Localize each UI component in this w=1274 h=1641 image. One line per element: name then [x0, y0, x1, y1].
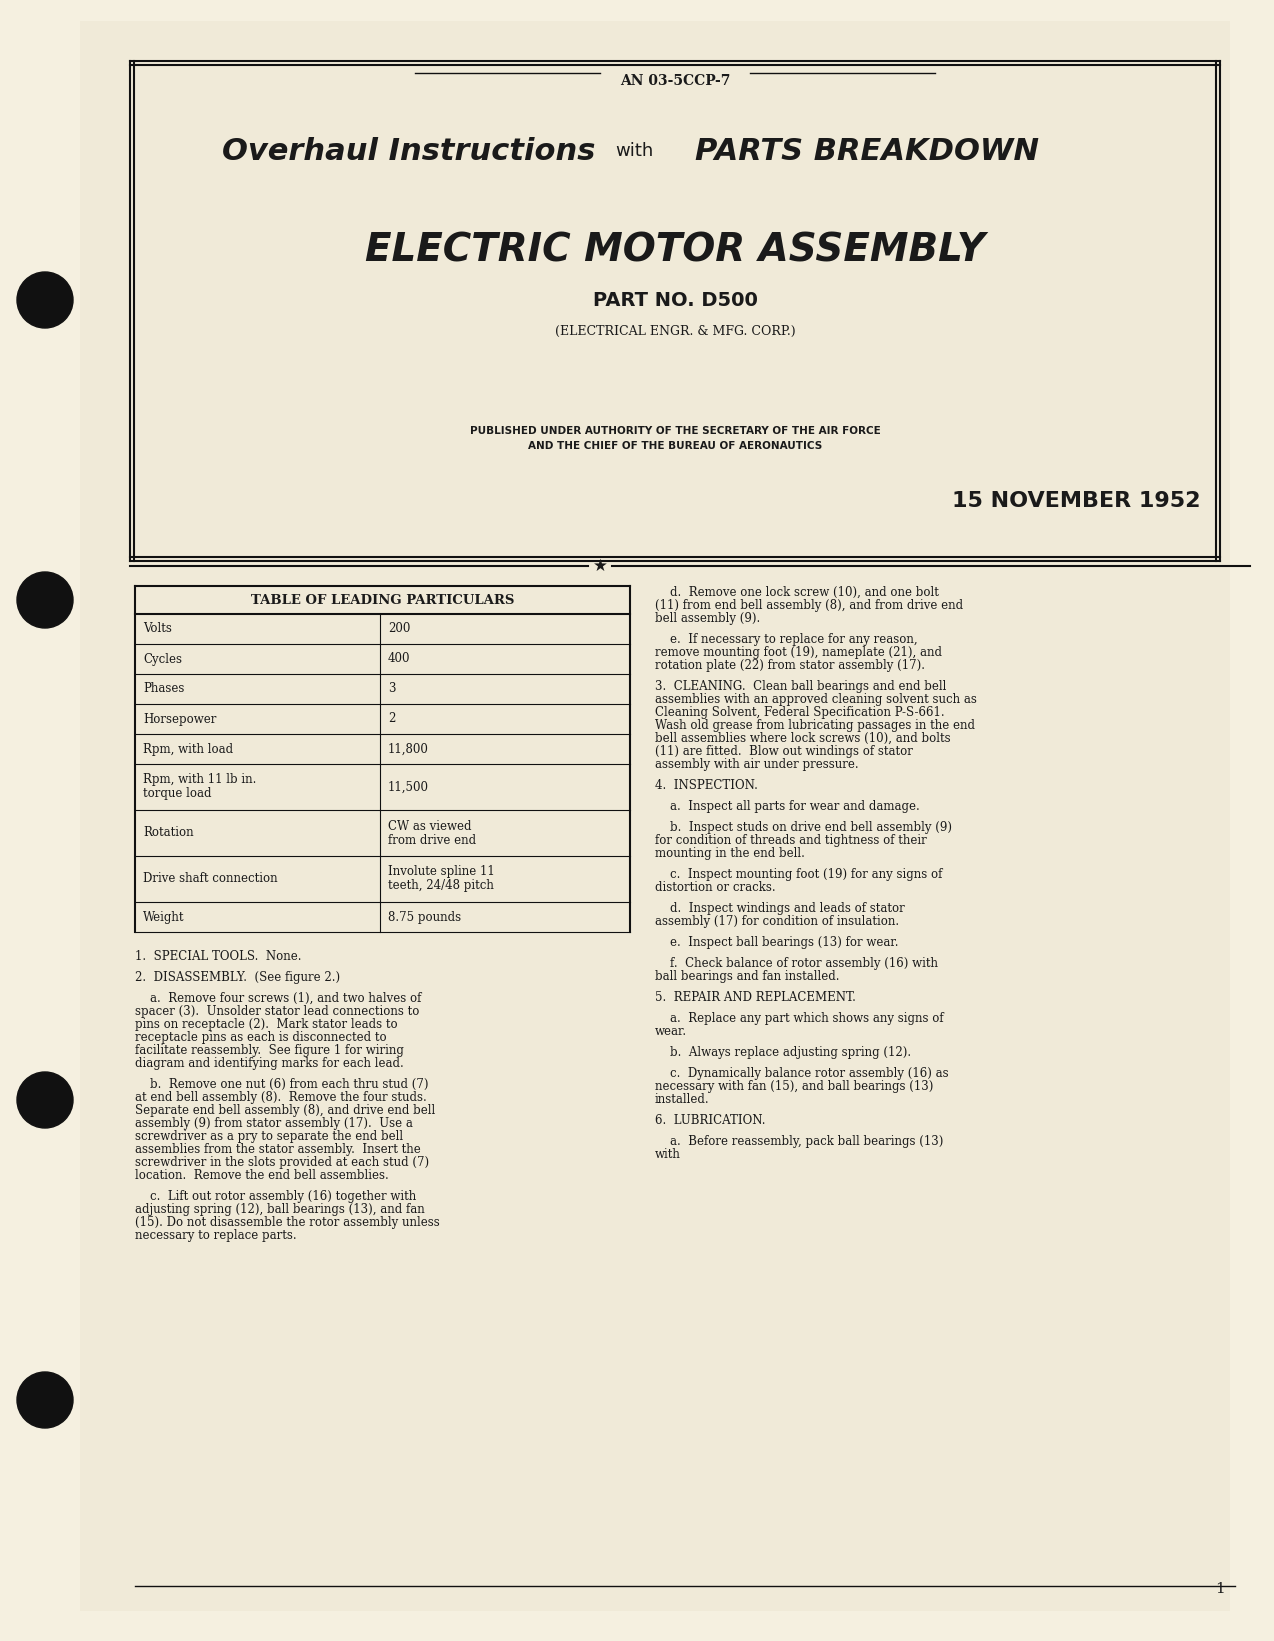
Text: for condition of threads and tightness of their: for condition of threads and tightness o… — [655, 834, 926, 847]
Text: ELECTRIC MOTOR ASSEMBLY: ELECTRIC MOTOR ASSEMBLY — [364, 231, 985, 271]
Text: assemblies from the stator assembly.  Insert the: assemblies from the stator assembly. Ins… — [135, 1144, 420, 1155]
Text: bell assemblies where lock screws (10), and bolts: bell assemblies where lock screws (10), … — [655, 732, 950, 745]
Text: PART NO. D500: PART NO. D500 — [592, 292, 758, 310]
Text: Rotation: Rotation — [143, 827, 194, 840]
Text: AND THE CHIEF OF THE BUREAU OF AERONAUTICS: AND THE CHIEF OF THE BUREAU OF AERONAUTI… — [527, 441, 822, 451]
Text: Drive shaft connection: Drive shaft connection — [143, 873, 278, 886]
Text: b.  Always replace adjusting spring (12).: b. Always replace adjusting spring (12). — [655, 1045, 911, 1058]
Text: 11,500: 11,500 — [389, 781, 429, 794]
Text: bell assembly (9).: bell assembly (9). — [655, 612, 761, 625]
Text: remove mounting foot (19), nameplate (21), and: remove mounting foot (19), nameplate (21… — [655, 647, 941, 660]
Text: location.  Remove the end bell assemblies.: location. Remove the end bell assemblies… — [135, 1168, 389, 1182]
Text: with: with — [655, 1149, 680, 1160]
Text: Horsepower: Horsepower — [143, 712, 217, 725]
Text: assembly with air under pressure.: assembly with air under pressure. — [655, 758, 859, 771]
Text: PUBLISHED UNDER AUTHORITY OF THE SECRETARY OF THE AIR FORCE: PUBLISHED UNDER AUTHORITY OF THE SECRETA… — [470, 427, 880, 437]
Text: 5.  REPAIR AND REPLACEMENT.: 5. REPAIR AND REPLACEMENT. — [655, 991, 856, 1004]
Text: 6.  LUBRICATION.: 6. LUBRICATION. — [655, 1114, 766, 1127]
Text: mounting in the end bell.: mounting in the end bell. — [655, 847, 805, 860]
Text: 3.  CLEANING.  Clean ball bearings and end bell: 3. CLEANING. Clean ball bearings and end… — [655, 679, 947, 693]
Text: PARTS BREAKDOWN: PARTS BREAKDOWN — [696, 136, 1040, 166]
Text: f.  Check balance of rotor assembly (16) with: f. Check balance of rotor assembly (16) … — [655, 957, 938, 970]
Text: b.  Remove one nut (6) from each thru stud (7): b. Remove one nut (6) from each thru stu… — [135, 1078, 428, 1091]
Text: CW as viewed: CW as viewed — [389, 819, 471, 832]
Text: diagram and identifying marks for each lead.: diagram and identifying marks for each l… — [135, 1057, 404, 1070]
Text: Cleaning Solvent, Federal Specification P-S-661.: Cleaning Solvent, Federal Specification … — [655, 706, 944, 719]
Text: Involute spline 11: Involute spline 11 — [389, 865, 494, 878]
Text: teeth, 24/48 pitch: teeth, 24/48 pitch — [389, 880, 494, 893]
Text: wear.: wear. — [655, 1026, 687, 1039]
Text: 3: 3 — [389, 683, 395, 696]
Text: with: with — [615, 143, 654, 161]
Text: c.  Lift out rotor assembly (16) together with: c. Lift out rotor assembly (16) together… — [135, 1190, 417, 1203]
Text: rotation plate (22) from stator assembly (17).: rotation plate (22) from stator assembly… — [655, 660, 925, 673]
Text: receptacle pins as each is disconnected to: receptacle pins as each is disconnected … — [135, 1031, 386, 1044]
Text: 2.  DISASSEMBLY.  (See figure 2.): 2. DISASSEMBLY. (See figure 2.) — [135, 971, 340, 985]
Text: assembly (17) for condition of insulation.: assembly (17) for condition of insulatio… — [655, 916, 899, 929]
Text: (ELECTRICAL ENGR. & MFG. CORP.): (ELECTRICAL ENGR. & MFG. CORP.) — [554, 325, 795, 338]
Text: Rpm, with load: Rpm, with load — [143, 742, 233, 755]
Text: Phases: Phases — [143, 683, 185, 696]
Circle shape — [17, 1072, 73, 1127]
Text: assembly (9) from stator assembly (17).  Use a: assembly (9) from stator assembly (17). … — [135, 1118, 413, 1131]
Text: 1.  SPECIAL TOOLS.  None.: 1. SPECIAL TOOLS. None. — [135, 950, 302, 963]
Text: 15 NOVEMBER 1952: 15 NOVEMBER 1952 — [952, 491, 1200, 510]
Text: a.  Before reassembly, pack ball bearings (13): a. Before reassembly, pack ball bearings… — [655, 1136, 943, 1149]
Text: pins on receptacle (2).  Mark stator leads to: pins on receptacle (2). Mark stator lead… — [135, 1017, 397, 1031]
Circle shape — [17, 573, 73, 629]
Text: torque load: torque load — [143, 788, 211, 801]
Text: e.  Inspect ball bearings (13) for wear.: e. Inspect ball bearings (13) for wear. — [655, 935, 898, 948]
Text: 8.75 pounds: 8.75 pounds — [389, 911, 461, 924]
Text: b.  Inspect studs on drive end bell assembly (9): b. Inspect studs on drive end bell assem… — [655, 820, 952, 834]
Text: 2: 2 — [389, 712, 395, 725]
Text: (11) are fitted.  Blow out windings of stator: (11) are fitted. Blow out windings of st… — [655, 745, 913, 758]
Text: necessary to replace parts.: necessary to replace parts. — [135, 1229, 297, 1242]
Text: d.  Inspect windings and leads of stator: d. Inspect windings and leads of stator — [655, 903, 905, 916]
Text: at end bell assembly (8).  Remove the four studs.: at end bell assembly (8). Remove the fou… — [135, 1091, 427, 1104]
Text: e.  If necessary to replace for any reason,: e. If necessary to replace for any reaso… — [655, 633, 917, 647]
Text: AN 03-5CCP-7: AN 03-5CCP-7 — [620, 74, 730, 89]
Text: a.  Replace any part which shows any signs of: a. Replace any part which shows any sign… — [655, 1012, 944, 1026]
Text: necessary with fan (15), and ball bearings (13): necessary with fan (15), and ball bearin… — [655, 1080, 934, 1093]
Text: ★: ★ — [592, 556, 608, 574]
Text: c.  Inspect mounting foot (19) for any signs of: c. Inspect mounting foot (19) for any si… — [655, 868, 943, 881]
Text: 4.  INSPECTION.: 4. INSPECTION. — [655, 779, 758, 793]
Circle shape — [17, 272, 73, 328]
Text: Rpm, with 11 lb in.: Rpm, with 11 lb in. — [143, 773, 256, 786]
Text: spacer (3).  Unsolder stator lead connections to: spacer (3). Unsolder stator lead connect… — [135, 1004, 419, 1017]
Text: distortion or cracks.: distortion or cracks. — [655, 881, 776, 894]
Text: screwdriver as a pry to separate the end bell: screwdriver as a pry to separate the end… — [135, 1131, 403, 1144]
Text: Wash old grease from lubricating passages in the end: Wash old grease from lubricating passage… — [655, 719, 975, 732]
Text: Weight: Weight — [143, 911, 185, 924]
Text: 400: 400 — [389, 653, 410, 666]
Text: c.  Dynamically balance rotor assembly (16) as: c. Dynamically balance rotor assembly (1… — [655, 1067, 949, 1080]
Text: Cycles: Cycles — [143, 653, 182, 666]
Text: Overhaul Instructions: Overhaul Instructions — [222, 136, 595, 166]
Text: screwdriver in the slots provided at each stud (7): screwdriver in the slots provided at eac… — [135, 1155, 429, 1168]
Text: facilitate reassembly.  See figure 1 for wiring: facilitate reassembly. See figure 1 for … — [135, 1044, 404, 1057]
Text: Separate end bell assembly (8), and drive end bell: Separate end bell assembly (8), and driv… — [135, 1104, 436, 1118]
Text: d.  Remove one lock screw (10), and one bolt: d. Remove one lock screw (10), and one b… — [655, 586, 939, 599]
Text: from drive end: from drive end — [389, 834, 476, 847]
Text: installed.: installed. — [655, 1093, 710, 1106]
Text: assemblies with an approved cleaning solvent such as: assemblies with an approved cleaning sol… — [655, 693, 977, 706]
Text: (15). Do not disassemble the rotor assembly unless: (15). Do not disassemble the rotor assem… — [135, 1216, 440, 1229]
Text: Volts: Volts — [143, 622, 172, 635]
Text: 11,800: 11,800 — [389, 742, 429, 755]
Circle shape — [17, 1372, 73, 1428]
Text: TABLE OF LEADING PARTICULARS: TABLE OF LEADING PARTICULARS — [251, 594, 515, 607]
Text: ball bearings and fan installed.: ball bearings and fan installed. — [655, 970, 840, 983]
Text: (11) from end bell assembly (8), and from drive end: (11) from end bell assembly (8), and fro… — [655, 599, 963, 612]
Text: a.  Remove four screws (1), and two halves of: a. Remove four screws (1), and two halve… — [135, 993, 422, 1004]
Text: adjusting spring (12), ball bearings (13), and fan: adjusting spring (12), ball bearings (13… — [135, 1203, 424, 1216]
Text: a.  Inspect all parts for wear and damage.: a. Inspect all parts for wear and damage… — [655, 801, 920, 812]
Text: 1: 1 — [1215, 1582, 1226, 1597]
Text: 200: 200 — [389, 622, 410, 635]
